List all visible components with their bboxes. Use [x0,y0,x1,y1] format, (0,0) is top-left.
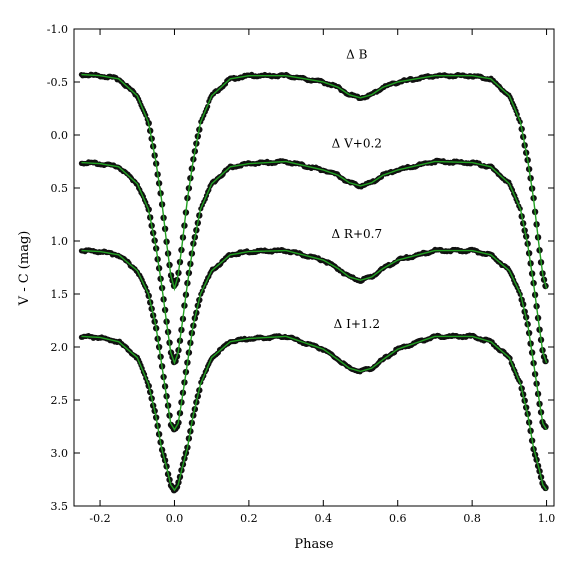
x-tick-label: 0.8 [463,512,481,525]
y-tick-label: 1.0 [51,235,69,248]
y-tick-label: 0.0 [51,129,69,142]
series-label: Δ R+0.7 [331,227,382,241]
series-label: Δ B [346,48,367,62]
fit-curve [81,249,548,432]
y-tick-label: 3.0 [51,447,69,460]
y-axis-title: V - C (mag) [17,231,32,307]
y-tick-label: -1.0 [47,23,68,36]
series-points [78,332,549,494]
x-tick-label: 0.0 [166,512,184,525]
y-tick-label: -0.5 [47,76,68,89]
y-tick-label: 2.5 [51,394,69,407]
x-axis-title: Phase [294,537,334,552]
fit-curve [81,335,548,492]
x-tick-label: 0.2 [240,512,258,525]
x-tick-label: 0.6 [389,512,407,525]
y-tick-label: 1.5 [51,288,69,301]
y-tick-label: 3.5 [51,500,69,513]
series-label: Δ V+0.2 [332,137,382,151]
y-tick-label: 0.5 [51,182,69,195]
series-label: Δ I+1.2 [334,317,380,331]
x-tick-label: 1.0 [538,512,556,525]
fit-curve [81,160,548,366]
y-tick-label: 2.0 [51,341,69,354]
series-points [78,157,549,366]
x-tick-label: -0.2 [89,512,110,525]
fit-curve [81,73,548,292]
x-tick-label: 0.4 [315,512,333,525]
plot-frame [73,28,555,507]
